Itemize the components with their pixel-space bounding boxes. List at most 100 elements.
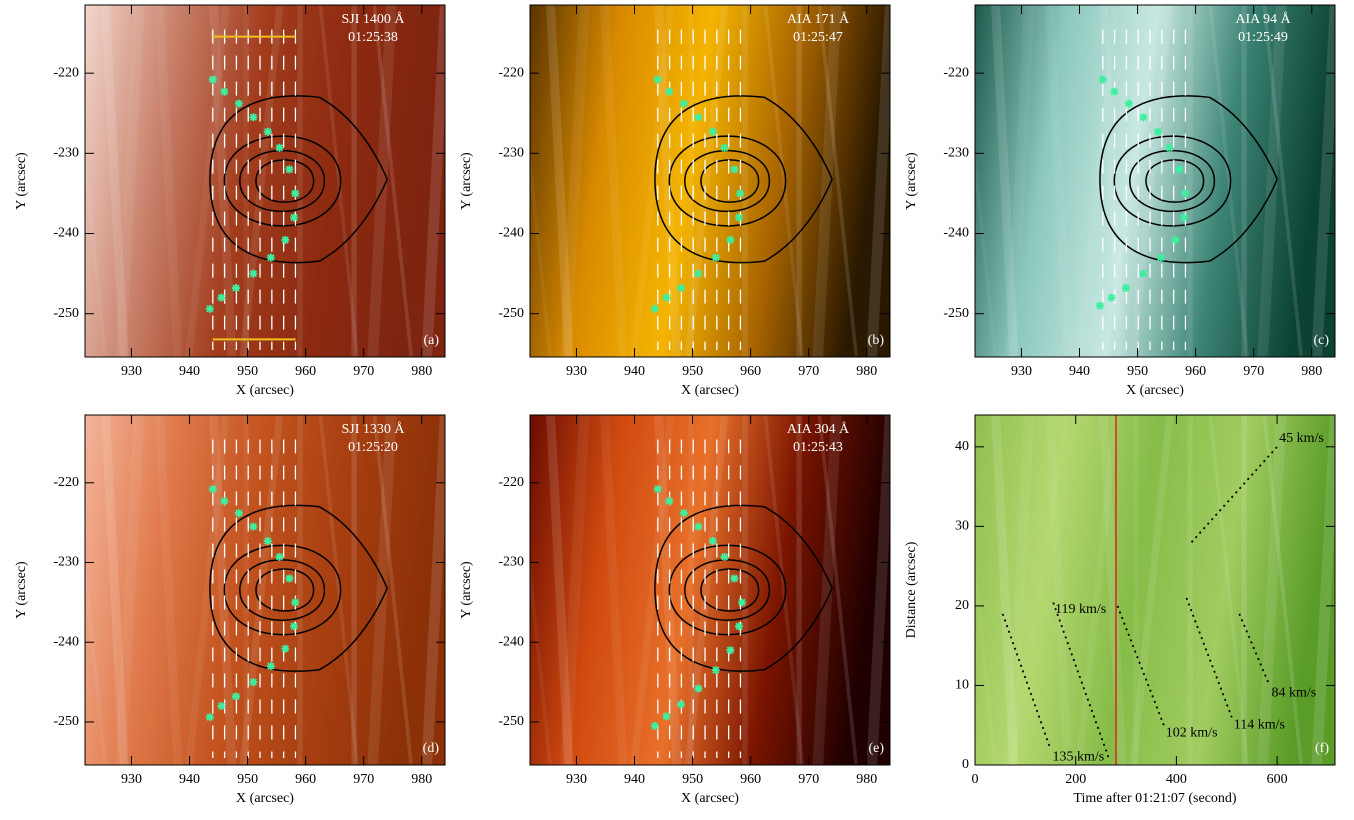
track-point (677, 700, 685, 708)
x-tick-label: 930 (566, 772, 587, 787)
x-tick-label: 940 (624, 364, 645, 379)
x-tick-label: 970 (1243, 364, 1264, 379)
y-tick-label: 40 (955, 439, 969, 454)
x-axis-label: X (arcsec) (1126, 383, 1184, 398)
track-point (249, 523, 257, 531)
y-axis-label: Distance (arcsec) (904, 541, 919, 638)
y-tick-label: -250 (498, 714, 524, 729)
panel-title: 01:25:47 (793, 30, 843, 45)
track-point (712, 254, 720, 262)
track-point (281, 236, 289, 244)
track-point (235, 509, 243, 517)
streak (1133, 415, 1138, 765)
track-point (217, 702, 225, 710)
track-point (264, 537, 272, 545)
x-axis-label: X (arcsec) (236, 791, 294, 806)
track-point (209, 485, 217, 493)
track-point (735, 622, 743, 630)
y-tick-label: 0 (962, 757, 969, 772)
track-point (285, 574, 293, 582)
x-tick-label: 200 (1065, 772, 1086, 787)
track-point (694, 684, 702, 692)
x-tick-label: 970 (798, 772, 819, 787)
y-axis-label: Y (arcsec) (14, 152, 29, 210)
track-point (736, 189, 744, 197)
track-point (1180, 213, 1188, 221)
y-tick-label: -230 (53, 555, 79, 570)
track-point (677, 284, 685, 292)
track-point (209, 76, 217, 84)
x-tick-label: 950 (682, 364, 703, 379)
x-tick-label: 400 (1166, 772, 1187, 787)
track-point (712, 666, 720, 674)
track-point (651, 305, 659, 313)
track-point (1139, 270, 1147, 278)
y-tick-label: -220 (53, 475, 79, 490)
x-tick-label: 970 (353, 772, 374, 787)
panel-label: (b) (868, 333, 885, 348)
x-tick-label: 970 (353, 364, 374, 379)
track-point (730, 165, 738, 173)
y-axis-label: Y (arcsec) (459, 561, 474, 619)
y-tick-label: -230 (943, 146, 969, 161)
track-point (290, 622, 298, 630)
speed-label: 119 km/s (1055, 602, 1106, 617)
panel-title: AIA 94 Å (1235, 11, 1291, 27)
track-point (1099, 76, 1107, 84)
y-tick-label: -240 (53, 634, 79, 649)
track-point (1139, 113, 1147, 121)
y-tick-label: -250 (53, 714, 79, 729)
track-point (291, 189, 299, 197)
track-point (206, 713, 214, 721)
x-tick-label: 960 (295, 772, 316, 787)
x-tick-label: 940 (624, 772, 645, 787)
track-point (726, 646, 734, 654)
x-tick-label: 980 (1301, 364, 1322, 379)
track-point (694, 523, 702, 531)
track-point (1171, 236, 1179, 244)
y-tick-label: -250 (943, 306, 969, 321)
speed-label: 45 km/s (1279, 431, 1324, 446)
track-point (276, 553, 284, 561)
track-point (276, 144, 284, 152)
x-tick-label: 0 (972, 772, 979, 787)
track-point (1125, 100, 1133, 108)
track-point (1157, 254, 1165, 262)
y-axis-label: Y (arcsec) (904, 152, 919, 210)
track-point (1181, 189, 1189, 197)
x-tick-label: 960 (740, 772, 761, 787)
x-tick-label: 600 (1267, 772, 1288, 787)
track-point (220, 497, 228, 505)
track-point (651, 722, 659, 730)
track-point (730, 574, 738, 582)
track-point (721, 553, 729, 561)
x-tick-label: 980 (856, 364, 877, 379)
figure: 930 940 950 960 970 980 -250 -240 -230 -220 X (arc… (0, 0, 1354, 820)
x-tick-label: 930 (1011, 364, 1032, 379)
panel-label: (a) (423, 333, 439, 348)
y-tick-label: 20 (955, 598, 969, 613)
x-tick-label: 940 (179, 364, 200, 379)
x-tick-label: 930 (121, 364, 142, 379)
y-tick-label: -250 (53, 306, 79, 321)
track-point (281, 645, 289, 653)
y-tick-label: -240 (498, 226, 524, 241)
y-tick-label: 30 (955, 519, 969, 534)
track-point (249, 113, 257, 121)
track-point (721, 144, 729, 152)
y-tick-label: -230 (498, 146, 524, 161)
streak (1187, 5, 1192, 357)
x-tick-label: 940 (179, 772, 200, 787)
track-point (232, 284, 240, 292)
streak (742, 415, 747, 765)
y-tick-label: 10 (955, 678, 969, 693)
y-tick-label: -240 (943, 226, 969, 241)
track-point (726, 236, 734, 244)
x-tick-label: 970 (798, 364, 819, 379)
track-point (662, 712, 670, 720)
track-point (680, 100, 688, 108)
x-tick-label: 950 (237, 364, 258, 379)
streak (297, 5, 302, 357)
panel-title: SJI 1400 Å (341, 11, 405, 27)
speed-label: 135 km/s (1053, 749, 1105, 764)
